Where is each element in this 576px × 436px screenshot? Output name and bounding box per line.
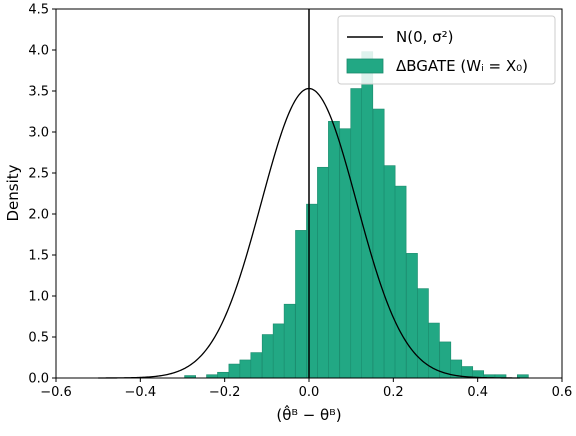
legend-swatch-histogram	[346, 58, 384, 74]
histogram-bar	[250, 352, 263, 379]
y-tick-label: 1.0	[28, 290, 49, 305]
histogram-bar	[372, 108, 385, 379]
histogram-bar	[239, 359, 252, 379]
x-tick-label: 0.2	[383, 385, 404, 400]
histogram-bar	[394, 185, 407, 379]
histogram-bar	[406, 253, 418, 379]
legend-label-normal: N(0, σ²)	[396, 28, 454, 46]
legend-frame	[337, 15, 556, 85]
y-tick-label: 3.5	[28, 85, 49, 100]
histogram-bar	[272, 323, 285, 379]
x-tick-label: −0.4	[125, 385, 157, 400]
y-tick-label: 4.0	[28, 44, 49, 59]
x-tick-label: −0.6	[40, 385, 72, 400]
y-tick-label: 1.5	[28, 249, 49, 264]
histogram-bar	[228, 363, 241, 379]
histogram-bar	[317, 166, 329, 379]
histogram-bar	[361, 51, 374, 379]
histogram-bar	[217, 371, 229, 379]
x-tick-label: 0.6	[552, 385, 573, 400]
histogram-bar	[328, 121, 340, 379]
x-tick-label: 0.0	[299, 385, 320, 400]
legend: N(0, σ²) ΔBGATE (Wᵢ = X₀)	[337, 15, 556, 85]
histogram-bar	[339, 128, 352, 379]
y-axis-label: Density	[4, 164, 22, 221]
x-tick-label: −0.2	[209, 385, 241, 400]
normal-curve-layer	[98, 9, 520, 379]
x-tick-label: 0.4	[467, 385, 488, 400]
x-axis-label: (θ̂ᴮ − θᴮ)	[276, 404, 341, 424]
y-tick-label: 0.0	[28, 372, 49, 387]
ticks: −0.6 −0.4 −0.2 0.0 0.2 0.4 0.6 0.0 0.5 1.0 1.5 2.0 2…	[28, 3, 572, 401]
histogram-bar	[350, 88, 363, 379]
histogram-bar	[306, 203, 318, 379]
histogram-bar	[261, 334, 274, 379]
histogram-bar	[383, 165, 396, 379]
histogram-bar	[295, 230, 307, 379]
y-tick-label: 4.5	[28, 3, 49, 18]
legend-label-histogram: ΔBGATE (Wᵢ = X₀)	[396, 57, 528, 75]
y-tick-label: 0.5	[28, 331, 49, 346]
histogram-bar	[428, 322, 440, 379]
y-tick-label: 3.0	[28, 126, 49, 141]
histogram-bar	[283, 303, 296, 379]
y-tick-label: 2.5	[28, 167, 49, 182]
y-tick-label: 2.0	[28, 208, 49, 223]
